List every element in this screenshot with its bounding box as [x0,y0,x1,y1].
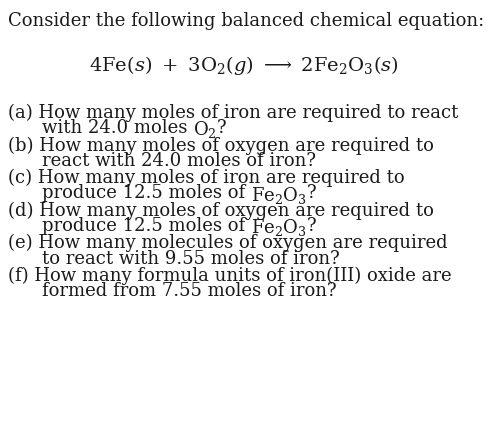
Text: (e) How many molecules of oxygen are required: (e) How many molecules of oxygen are req… [8,233,447,252]
Text: produce 12.5 moles of: produce 12.5 moles of [42,216,251,234]
Text: (c) How many moles of iron are required to: (c) How many moles of iron are required … [8,169,405,187]
Text: $\mathregular{O_2}$: $\mathregular{O_2}$ [193,119,217,140]
Text: (b) How many moles of oxygen are required to: (b) How many moles of oxygen are require… [8,136,434,154]
Text: $\mathregular{Fe_2O_3}$: $\mathregular{Fe_2O_3}$ [251,184,307,205]
Text: $\mathregular{4Fe}(s)\ +\ \mathregular{3O_2}(g)\ \longrightarrow\ \mathregular{2: $\mathregular{4Fe}(s)\ +\ \mathregular{3… [89,54,399,77]
Text: produce 12.5 moles of: produce 12.5 moles of [42,184,251,202]
Text: ?: ? [217,119,226,137]
Text: formed from 7.55 moles of iron?: formed from 7.55 moles of iron? [42,281,337,299]
Text: to react with 9.55 moles of iron?: to react with 9.55 moles of iron? [42,249,340,267]
Text: (f) How many formula units of iron(III) oxide are: (f) How many formula units of iron(III) … [8,266,451,284]
Text: $\mathregular{Fe_2O_3}$: $\mathregular{Fe_2O_3}$ [251,216,307,237]
Text: Consider the following balanced chemical equation:: Consider the following balanced chemical… [8,12,484,30]
Text: (d) How many moles of oxygen are required to: (d) How many moles of oxygen are require… [8,201,434,219]
Text: ?: ? [307,184,316,202]
Text: ?: ? [307,216,316,234]
Text: (a) How many moles of iron are required to react: (a) How many moles of iron are required … [8,104,458,122]
Text: with 24.0 moles: with 24.0 moles [42,119,193,137]
Text: react with 24.0 moles of iron?: react with 24.0 moles of iron? [42,152,316,169]
